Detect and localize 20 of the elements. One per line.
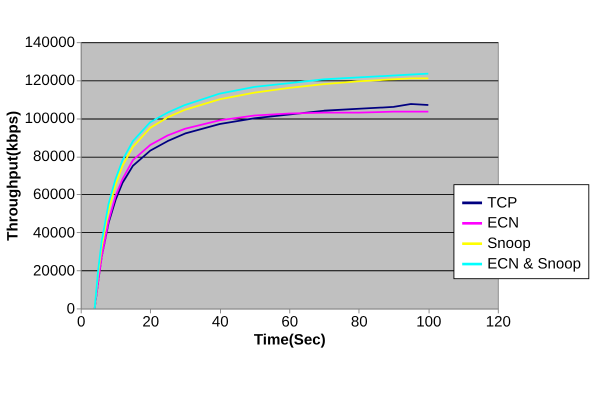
y-tick-label: 40000: [33, 224, 75, 242]
y-axis-title: Throughput(kbps): [4, 110, 22, 241]
legend-label: TCP: [487, 194, 518, 212]
legend-label: ECN & Snoop: [487, 256, 582, 273]
x-tick-label: 60: [281, 314, 298, 331]
legend-label: ECN: [487, 214, 520, 232]
y-tick-label: 0: [66, 300, 75, 318]
x-axis-title: Time(Sec): [254, 331, 326, 348]
y-tick-label: 100000: [24, 110, 75, 128]
y-tick-label: 120000: [24, 72, 75, 90]
x-tick-label: 100: [416, 314, 442, 331]
y-tick-label: 80000: [33, 148, 75, 166]
y-tick-label: 20000: [33, 262, 75, 280]
x-tick-label: 40: [212, 314, 229, 331]
y-tick-label: 60000: [33, 186, 75, 204]
x-tick-label: 80: [350, 314, 368, 331]
legend-label: Snoop: [487, 235, 531, 252]
x-tick-label: 120: [486, 314, 511, 331]
y-tick-label: 140000: [24, 34, 75, 52]
x-tick-label: 20: [142, 314, 160, 331]
